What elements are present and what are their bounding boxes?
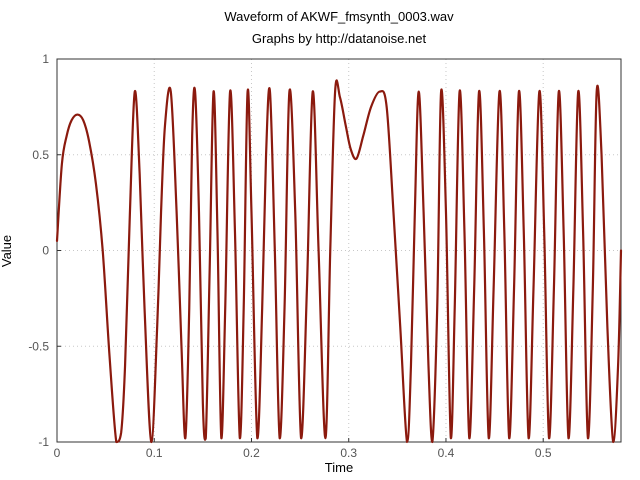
y-tick-label: -1 [38,435,49,449]
x-tick-label: 0.5 [535,446,552,460]
x-tick-label: 0.3 [340,446,357,460]
x-tick-label: 0.2 [243,446,260,460]
y-tick-label: 1 [42,52,49,66]
x-axis-ticks: 0 0.1 0.2 0.3 0.4 0.5 [54,438,552,460]
y-tick-label: 0.5 [32,148,49,162]
y-tick-label: -0.5 [28,339,49,353]
y-axis-ticks: -1 -0.5 0 0.5 1 [28,52,61,449]
waveform-line [55,79,623,444]
y-axis-label: Value [0,235,14,267]
y-tick-label: 0 [42,244,49,258]
series-layer [55,79,623,444]
x-tick-label: 0.4 [438,446,455,460]
x-axis-label: Time [325,460,353,475]
chart-title: Waveform of AKWF_fmsynth_0003.wav [224,9,454,24]
x-tick-label: 0 [54,446,61,460]
chart-subtitle: Graphs by http://datanoise.net [252,31,427,46]
x-tick-label: 0.1 [146,446,163,460]
